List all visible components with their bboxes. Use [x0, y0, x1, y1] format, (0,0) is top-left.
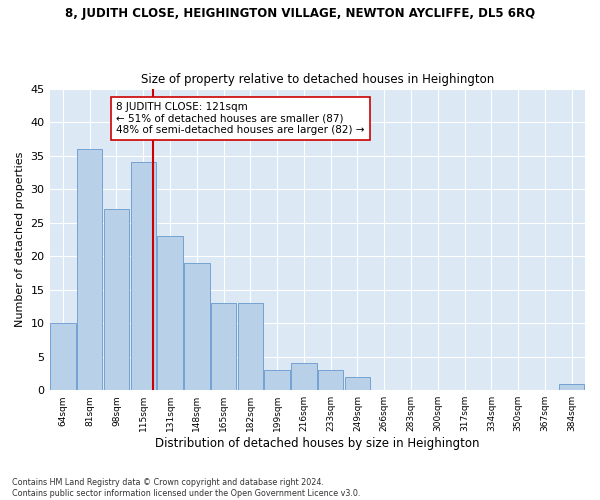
Text: Contains HM Land Registry data © Crown copyright and database right 2024.
Contai: Contains HM Land Registry data © Crown c…	[12, 478, 361, 498]
Bar	[291, 364, 317, 390]
Bar	[184, 263, 209, 390]
Bar	[318, 370, 343, 390]
Y-axis label: Number of detached properties: Number of detached properties	[15, 152, 25, 327]
Bar	[77, 149, 103, 390]
Bar	[265, 370, 290, 390]
Bar	[238, 303, 263, 390]
Bar	[157, 236, 183, 390]
Title: Size of property relative to detached houses in Heighington: Size of property relative to detached ho…	[140, 73, 494, 86]
Bar	[211, 303, 236, 390]
Bar	[345, 377, 370, 390]
Text: 8 JUDITH CLOSE: 121sqm
← 51% of detached houses are smaller (87)
48% of semi-det: 8 JUDITH CLOSE: 121sqm ← 51% of detached…	[116, 102, 365, 135]
Bar	[50, 323, 76, 390]
Bar	[131, 162, 156, 390]
Bar	[559, 384, 584, 390]
X-axis label: Distribution of detached houses by size in Heighington: Distribution of detached houses by size …	[155, 437, 479, 450]
Text: 8, JUDITH CLOSE, HEIGHINGTON VILLAGE, NEWTON AYCLIFFE, DL5 6RQ: 8, JUDITH CLOSE, HEIGHINGTON VILLAGE, NE…	[65, 8, 535, 20]
Bar	[104, 209, 129, 390]
